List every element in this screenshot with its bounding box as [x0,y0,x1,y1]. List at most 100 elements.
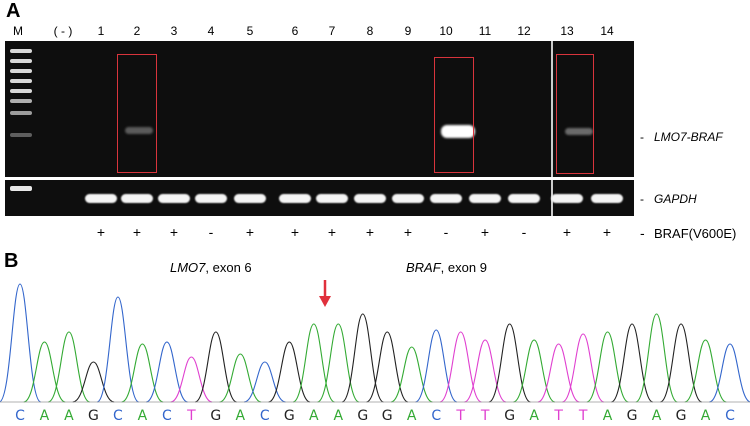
gapdh-band-lane-12 [508,194,540,203]
base-30: C [725,408,735,424]
band-lane-10 [441,125,475,138]
mutation-marker-dash: - [640,225,645,241]
gapdh-band-lane-5 [234,194,266,203]
base-21: G [504,408,516,424]
mutation-status-lane-1: + [96,224,106,240]
lane-label-12: 12 [517,24,531,38]
peak-24 [562,333,605,403]
fusion-label: LMO7-BRAF [654,130,723,144]
peak-22 [513,339,556,403]
lane-label-6: 6 [291,24,299,38]
lane-label-9: 9 [404,24,412,38]
mutation-status-lane-11: + [480,224,490,240]
mutation-status-lane-7: + [327,224,337,240]
peak-21 [488,323,531,403]
lane-label-10: 10 [439,24,453,38]
lane-label-13: 13 [560,24,574,38]
gapdh-band-lane-1 [85,194,117,203]
base-18: C [431,408,442,424]
peak-30 [708,343,750,403]
peak-18 [415,329,458,403]
peak-27 [635,313,678,403]
marker-lane-label: M [13,24,23,38]
base-11: C [259,408,270,424]
peak-6 [121,343,164,403]
band-lane-2 [125,127,153,134]
base-29: A [700,408,711,424]
base-13: A [308,408,319,424]
mutation-status-lane-6: + [290,224,300,240]
highlight-box-lane-13 [556,54,594,174]
left-junction-label: LMO7, exon 6 [170,260,252,275]
gapdh-band-lane-4 [195,194,227,203]
peak-7 [145,341,188,403]
base-27: A [651,408,662,424]
lane-label-1: 1 [97,24,105,38]
mutation-status-lane-3: + [169,224,179,240]
gapdh-band-lane-14 [591,194,623,203]
highlight-box-lane-2 [117,54,157,173]
base-28: G [675,408,687,424]
gapdh-band-lane-9 [392,194,424,203]
peak-11 [243,361,286,403]
gapdh-band-lane-2 [121,194,153,203]
base-24: T [578,408,588,424]
lane-label-4: 4 [207,24,215,38]
fusion-marker-dash: - [640,130,644,144]
peak-13 [292,323,335,403]
lane-label-2: 2 [133,24,141,38]
mutation-status-lane-10: - [443,224,449,240]
peak-10 [219,353,262,403]
base-14: A [333,408,344,424]
base-16: G [381,408,393,424]
peak-29 [684,339,727,403]
base-20: T [480,408,490,424]
lane-label-5: 5 [246,24,254,38]
highlight-box-lane-10 [434,57,474,173]
base-2: A [39,408,50,424]
base-22: A [529,408,539,424]
peak-17 [390,346,433,403]
mutation-label: BRAF(V600E) [654,226,737,241]
control-label: GAPDH [654,192,697,206]
gapdh-band-lane-8 [354,194,386,203]
base-7: C [162,408,172,424]
peak-20 [464,339,507,403]
breakpoint-arrow [319,280,331,307]
panel-b-label: B [4,250,19,272]
base-3: A [64,408,74,424]
mutation-status-lane-2: + [132,224,142,240]
base-23: T [554,408,563,424]
lane-label-11: 11 [478,24,492,38]
mutation-status-lane-13: + [562,224,572,240]
base-6: A [137,408,148,424]
lane-label-7: 7 [328,24,336,38]
right-junction-label: BRAF, exon 9 [406,260,487,275]
gapdh-band-lane-6 [279,194,311,203]
base-17: A [406,408,417,424]
band-lane-13 [565,128,593,135]
base-26: G [626,408,638,424]
control-marker-dash: - [640,192,644,206]
gene-left: LMO7 [170,260,206,275]
gapdh-band-lane-10 [430,194,462,203]
peak-9 [194,331,237,403]
gel-fusion [5,41,634,177]
peak-25 [586,331,629,403]
base-19: T [456,408,465,424]
mutation-status-lane-9: + [403,224,413,240]
base-25: A [602,408,613,424]
peak-8 [170,356,213,403]
peak-14 [317,323,360,403]
peak-1 [0,283,42,403]
lane-label-14: 14 [600,24,614,38]
peak-19 [439,331,482,403]
mutation-status-lane-5: + [245,224,255,240]
gapdh-band-lane-11 [469,194,501,203]
panel-a-label: A [6,0,21,22]
base-1: C [15,408,25,424]
gapdh-band-lane-3 [158,194,190,203]
peak-12 [268,341,311,403]
base-12: G [283,408,295,424]
gapdh-band-lane-7 [316,194,348,203]
